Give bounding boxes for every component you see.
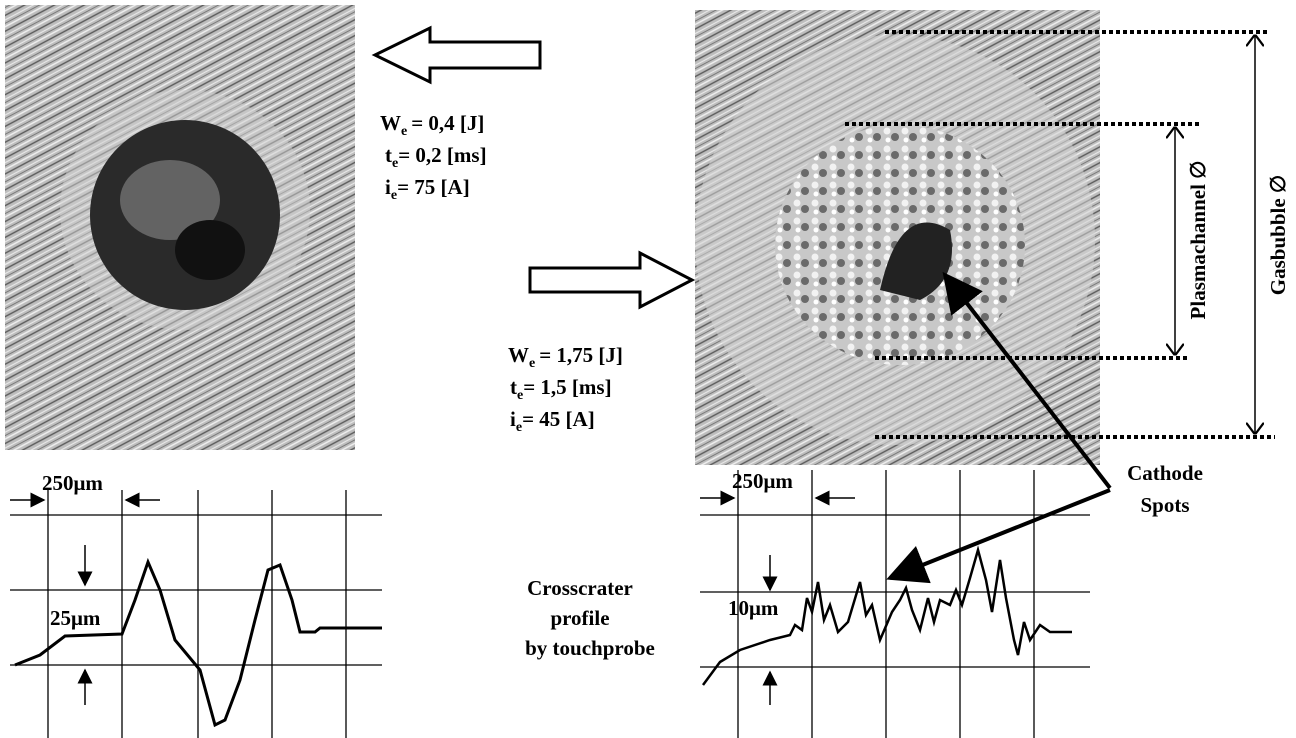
right-profile — [701, 545, 1072, 686]
label-line: Spots — [1140, 493, 1189, 517]
left-scale — [10, 492, 160, 705]
label-line: Cathode — [1127, 461, 1203, 485]
gasbubble-label: Gasbubble ∅ — [1266, 175, 1290, 295]
left-photo — [5, 5, 355, 450]
subscript: e — [392, 156, 398, 171]
scale-x-label: 250μm — [42, 471, 103, 495]
symbol: t — [510, 375, 517, 399]
subscript: e — [401, 124, 407, 139]
symbol: t — [385, 143, 392, 167]
plasmachannel-label: Plasmachannel ∅ — [1186, 161, 1210, 320]
left-params: We = 0,4 [J] te= 0,2 [ms] ie= 75 [A] — [380, 111, 487, 203]
left-profile — [14, 557, 382, 728]
dimension-lines — [845, 30, 1275, 439]
right-profile-grid — [700, 470, 1090, 738]
subscript: e — [517, 388, 523, 403]
cathode-label: Cathode Spots — [1127, 461, 1203, 517]
label-line: by touchprobe — [525, 636, 655, 660]
scale-y-label: 25μm — [50, 606, 101, 630]
scale-x-label: 250μm — [732, 469, 793, 493]
value: = 1,75 [J] — [539, 343, 623, 367]
subscript: e — [516, 420, 522, 435]
label-line: Crosscrater — [527, 576, 633, 600]
arrow-left — [371, 25, 542, 85]
value: = 45 [A] — [522, 407, 595, 431]
param: te= 0,2 [ms] — [385, 143, 487, 171]
symbol: i — [510, 407, 516, 431]
value: = 0,4 [J] — [411, 111, 484, 135]
profile-label: Crosscrater profile by touchprobe — [525, 576, 655, 660]
symbol: W — [508, 343, 529, 367]
param: te= 1,5 [ms] — [510, 375, 612, 403]
value: = 75 [A] — [397, 175, 470, 199]
left-profile-grid — [10, 490, 382, 738]
symbol: i — [385, 175, 391, 199]
label-line: profile — [550, 606, 609, 630]
pointer-arrow — [886, 488, 1111, 584]
subscript: e — [529, 356, 535, 371]
param: We = 0,4 [J] — [380, 111, 484, 139]
pointer-arrow — [942, 271, 1112, 490]
param: We = 1,75 [J] — [508, 343, 623, 371]
value: = 0,2 [ms] — [398, 143, 486, 167]
subscript: e — [391, 188, 397, 203]
arrow-right — [528, 250, 696, 310]
param: ie= 75 [A] — [385, 175, 470, 203]
right-params: We = 1,75 [J] te= 1,5 [ms] ie= 45 [A] — [508, 343, 623, 435]
right-scale — [700, 490, 855, 705]
param: ie= 45 [A] — [510, 407, 595, 435]
value: = 1,5 [ms] — [523, 375, 611, 399]
symbol: W — [380, 111, 401, 135]
scale-y-label: 10μm — [728, 596, 779, 620]
